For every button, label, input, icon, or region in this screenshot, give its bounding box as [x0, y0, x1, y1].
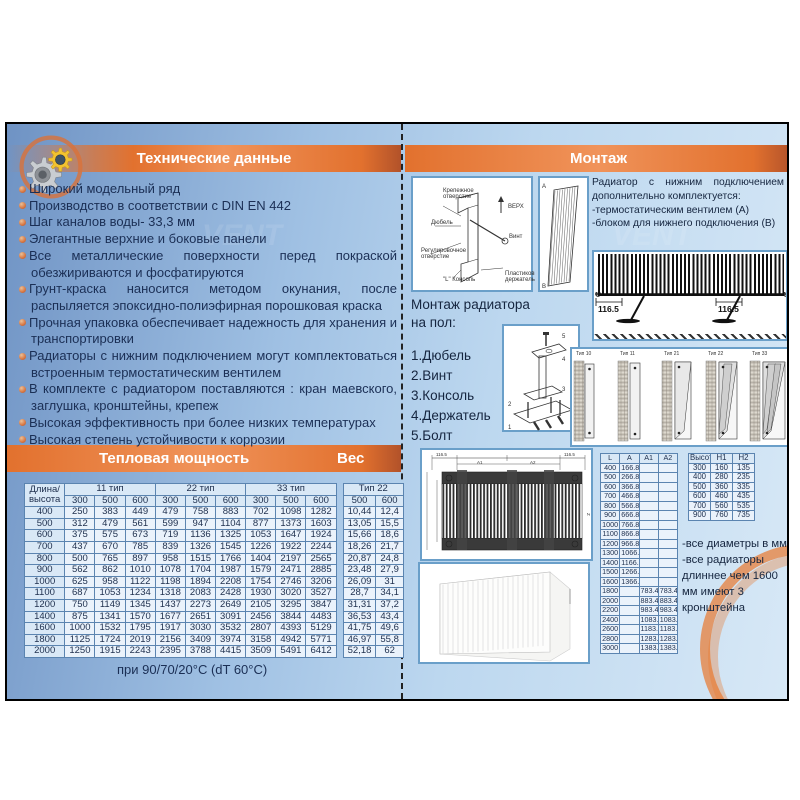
svg-text:Тип 10: Тип 10 [576, 351, 592, 357]
svg-text:Винт: Винт [509, 234, 523, 240]
svg-text:Тип 33: Тип 33 [752, 351, 768, 357]
svg-text:1: 1 [508, 425, 512, 431]
svg-text:A: A [542, 184, 546, 190]
svg-text:116.5: 116.5 [718, 304, 739, 314]
svg-text:Тип 11: Тип 11 [620, 351, 635, 357]
svg-text:116.5: 116.5 [564, 452, 575, 457]
svg-text:A1: A1 [477, 460, 483, 465]
svg-text:5: 5 [562, 334, 566, 340]
svg-text:Дюбель: Дюбель [431, 220, 453, 226]
svg-text:B: B [542, 284, 546, 290]
svg-text:Z: Z [586, 513, 591, 516]
svg-text:A2: A2 [530, 460, 536, 465]
svg-text:116.5: 116.5 [436, 452, 447, 457]
svg-text:Тип 21: Тип 21 [664, 351, 680, 357]
svg-text:4: 4 [562, 357, 566, 363]
svg-text:2: 2 [508, 402, 512, 408]
svg-text:Пластиковый: Пластиковый [505, 270, 535, 277]
svg-text:"L" Консоль: "L" Консоль [443, 277, 475, 283]
svg-text:116.5: 116.5 [598, 304, 619, 314]
svg-text:держатель: держатель [505, 277, 535, 283]
svg-text:ВЕРХ: ВЕРХ [508, 204, 524, 210]
svg-text:отверстие: отверстие [443, 194, 472, 200]
svg-text:отверстие: отверстие [421, 254, 450, 260]
svg-text:Тип 22: Тип 22 [708, 351, 724, 357]
